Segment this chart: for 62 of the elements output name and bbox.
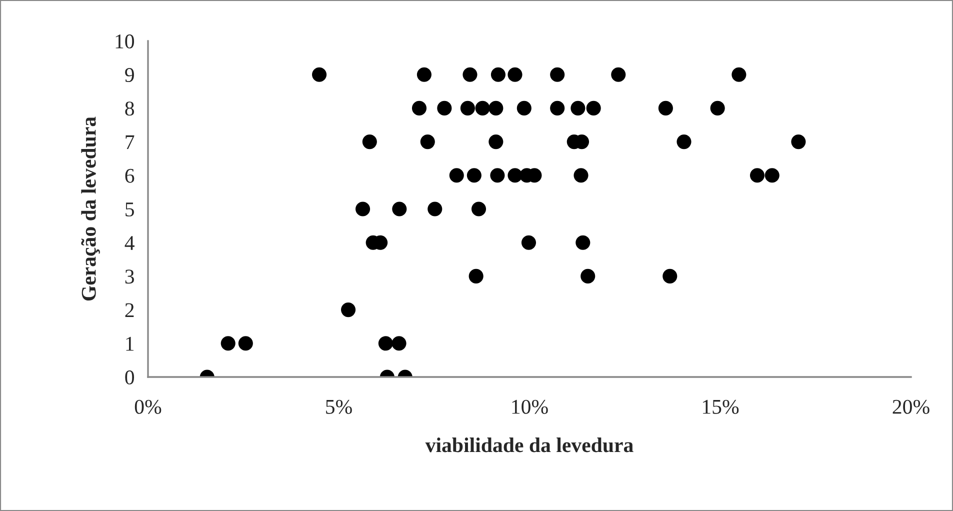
point	[490, 168, 505, 183]
point	[732, 67, 746, 82]
point	[362, 134, 377, 150]
point	[416, 67, 432, 82]
x-axis-title: viabilidade da levedura	[425, 438, 634, 452]
point	[462, 67, 478, 82]
point	[420, 134, 435, 150]
point	[392, 202, 407, 216]
point	[378, 336, 393, 351]
y-tick-label: 8	[125, 102, 134, 116]
point	[550, 67, 565, 82]
point	[576, 235, 590, 250]
point	[356, 202, 370, 216]
point	[791, 134, 806, 150]
point	[508, 67, 522, 82]
point	[570, 100, 586, 116]
point	[574, 168, 588, 183]
point	[550, 100, 565, 116]
y-axis-title: Geração da levedura	[81, 116, 100, 301]
y-tick-label: 10	[116, 34, 134, 48]
point	[521, 235, 536, 250]
point	[488, 134, 504, 150]
point	[220, 336, 236, 351]
y-tick-label: 2	[125, 303, 134, 318]
y-tick-label: 6	[125, 168, 134, 183]
point	[580, 268, 596, 284]
point	[662, 268, 678, 284]
point	[475, 100, 490, 116]
x-tick-label: 5%	[326, 400, 352, 414]
point	[471, 202, 486, 216]
point	[710, 100, 725, 116]
point	[460, 100, 475, 116]
point	[658, 100, 673, 116]
x-tick-label: 10%	[512, 400, 548, 414]
point	[449, 168, 464, 183]
x-tick-label: 15%	[702, 400, 739, 414]
point	[586, 100, 601, 116]
point	[516, 100, 532, 116]
y-tick-label: 5	[126, 202, 134, 216]
y-tick-label: 4	[124, 236, 134, 250]
point	[392, 336, 406, 351]
point	[238, 336, 253, 351]
y-tick-label: 1	[126, 336, 134, 351]
point	[312, 67, 327, 82]
y-tick-label: 9	[125, 68, 134, 82]
y-tick-label: 3	[125, 270, 134, 284]
point	[490, 67, 506, 82]
point	[412, 100, 427, 116]
x-tick-label: 0%	[134, 400, 162, 414]
point	[428, 202, 442, 216]
point	[466, 168, 482, 183]
point	[341, 302, 356, 318]
point	[437, 100, 452, 116]
point	[468, 268, 484, 284]
point	[764, 168, 780, 183]
point	[676, 134, 692, 150]
point	[611, 67, 626, 82]
y-tick-label: 0	[125, 370, 134, 384]
point	[488, 100, 504, 116]
y-tick-label: 7	[126, 135, 134, 150]
point	[750, 168, 765, 183]
x-tick-label: 20%	[892, 400, 930, 414]
